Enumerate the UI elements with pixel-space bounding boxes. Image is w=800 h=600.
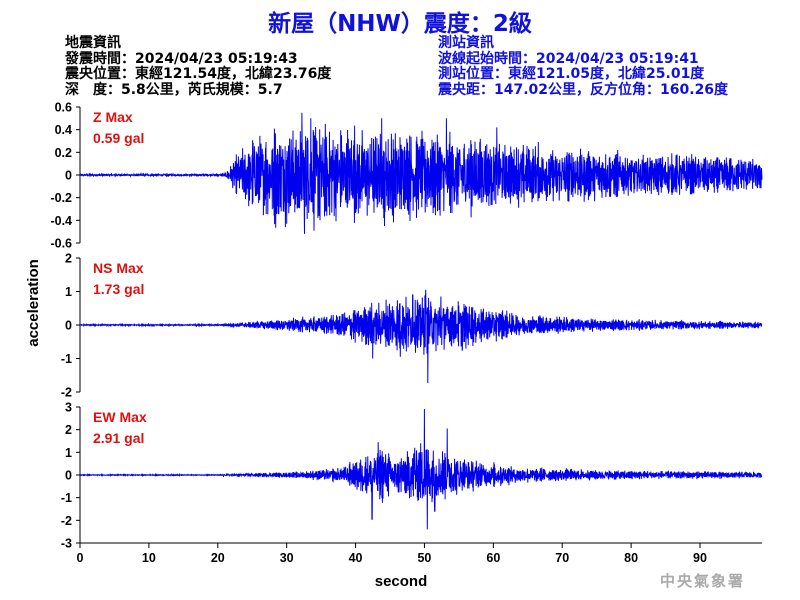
trace-NS <box>79 289 763 384</box>
y-tick-label-EW: -3 <box>61 537 72 551</box>
y-axis-label: acceleration <box>25 259 42 347</box>
wave-start-time: 波線起始時間：2024/04/23 05:19:41 <box>438 50 699 67</box>
epicentral-distance: 震央距：147.02公里，反方位角：160.26度 <box>438 81 729 98</box>
x-tick-label: 80 <box>624 551 638 565</box>
trace-EW <box>79 408 763 530</box>
max-label-Z: Z Max <box>93 109 133 125</box>
y-tick-label-NS: 0 <box>65 319 72 333</box>
y-tick-label-EW: -2 <box>61 514 72 528</box>
origin-time: 發震時間：2024/04/23 05:19:43 <box>65 50 298 67</box>
y-tick-label-Z: -0.4 <box>50 214 72 228</box>
depth-magnitude: 深 度：5.8公里，芮氏規模：5.7 <box>65 81 283 98</box>
x-axis-label: second <box>375 573 428 590</box>
y-tick-label-NS: -2 <box>61 386 72 400</box>
x-tick-label: 10 <box>142 551 156 565</box>
credit-text: 中央氣象署 <box>659 572 745 590</box>
epicenter: 震央位置：東經121.54度，北緯23.76度 <box>65 66 332 82</box>
max-value-EW: 2.91 gal <box>93 430 144 446</box>
y-tick-label-Z: 0 <box>65 169 72 183</box>
x-tick-label: 70 <box>555 551 569 565</box>
max-value-NS: 1.73 gal <box>93 281 144 297</box>
station-info-block: 測站資訊 波線起始時間：2024/04/23 05:19:41 測站位置：東經1… <box>438 35 729 98</box>
x-tick-label: 0 <box>77 551 84 565</box>
y-tick-label-NS: 1 <box>65 285 72 299</box>
y-tick-label-EW: 2 <box>65 423 72 437</box>
quake-info-heading: 地震資訊 <box>65 35 121 51</box>
y-tick-label-Z: 0.4 <box>55 123 72 137</box>
station-location: 測站位置：東經121.05度，北緯25.01度 <box>438 66 705 82</box>
y-tick-label-EW: -1 <box>61 491 72 505</box>
x-tick-label: 60 <box>486 551 500 565</box>
max-label-EW: EW Max <box>93 409 147 425</box>
y-tick-label-EW: 3 <box>65 401 72 415</box>
y-tick-label-Z: -0.2 <box>50 191 72 205</box>
y-tick-label-NS: -1 <box>61 352 72 366</box>
max-value-Z: 0.59 gal <box>93 130 144 146</box>
max-label-NS: NS Max <box>93 260 144 276</box>
x-tick-label: 40 <box>349 551 363 565</box>
chart-title: 新屋（NHW）震度：2級 <box>268 11 532 37</box>
x-tick-label: 30 <box>280 551 294 565</box>
quake-info-block: 地震資訊 發震時間：2024/04/23 05:19:43 震央位置：東經121… <box>65 35 332 98</box>
y-tick-label-NS: 2 <box>65 252 72 266</box>
y-tick-label-EW: 1 <box>65 446 72 460</box>
y-tick-label-Z: -0.6 <box>50 237 72 251</box>
y-tick-label-Z: 0.6 <box>55 101 72 115</box>
trace-Z <box>79 112 763 234</box>
x-tick-label: 20 <box>211 551 225 565</box>
x-tick-label: 50 <box>417 551 431 565</box>
y-tick-label-EW: 0 <box>65 469 72 483</box>
y-tick-label-Z: 0.2 <box>55 146 72 160</box>
x-tick-label: 90 <box>693 551 707 565</box>
station-info-heading: 測站資訊 <box>438 35 494 51</box>
